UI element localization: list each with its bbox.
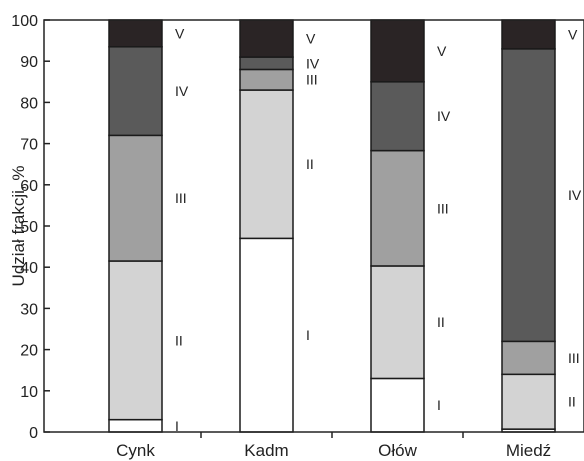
y-tick-label: 40	[20, 260, 38, 277]
bar-segment-i	[239, 237, 294, 433]
bar-segment-iii	[108, 134, 163, 262]
bar-segment-v	[501, 19, 556, 50]
segment-label: IV	[437, 108, 451, 124]
y-axis-title: Udział frakcji, %	[9, 166, 28, 287]
category-label: Ołów	[378, 441, 417, 460]
segment-label: III	[175, 190, 187, 206]
bar-segment-iv	[239, 56, 294, 71]
segment-label: IV	[306, 55, 320, 71]
bar-segment-ii	[108, 260, 163, 421]
category-label: Kadm	[244, 441, 288, 460]
segment-label: III	[437, 200, 449, 216]
bar-segment-ii	[370, 265, 425, 380]
y-tick-label: 100	[11, 13, 38, 30]
bar-segment-i	[370, 377, 425, 433]
segment-label: V	[568, 26, 578, 42]
segment-label: II	[306, 156, 314, 172]
bar-segment-v	[370, 19, 425, 83]
bar-segment-iii	[370, 149, 425, 267]
y-tick-label: 20	[20, 343, 38, 360]
bar-segment-ii	[239, 89, 294, 240]
y-tick-label: 50	[20, 219, 38, 236]
segment-label: V	[306, 31, 316, 47]
bar-segment-iii	[239, 68, 294, 91]
segment-label: V	[175, 25, 185, 41]
segment-label: V	[437, 43, 447, 59]
bar-segment-iii	[501, 340, 556, 376]
segment-label: IV	[175, 83, 189, 99]
segment-label: II	[175, 332, 183, 348]
y-tick-label: 70	[20, 137, 38, 154]
segment-label: IV	[568, 187, 582, 203]
y-tick-label: 10	[20, 384, 38, 401]
category-label: Cynk	[116, 441, 155, 460]
bar-segment-i	[108, 418, 163, 433]
bar-segment-iv	[370, 81, 425, 152]
plot-frame	[43, 19, 584, 433]
segment-label: I	[175, 418, 179, 434]
segment-label: I	[306, 327, 310, 343]
bar-segment-iv	[501, 48, 556, 343]
y-tick-label: 90	[20, 54, 38, 71]
category-label: Miedź	[506, 441, 551, 460]
y-tick-label: 0	[29, 425, 38, 442]
bar-segment-v	[108, 19, 163, 48]
bar-segment-v	[239, 19, 294, 58]
segment-label: I	[437, 397, 441, 413]
y-tick-label: 80	[20, 95, 38, 112]
y-tick-label: 60	[20, 178, 38, 195]
bar-segment-iv	[108, 46, 163, 137]
bar-segment-ii	[501, 373, 556, 430]
segment-label: III	[568, 350, 580, 366]
segment-label: II	[568, 394, 576, 410]
segment-label: III	[306, 72, 318, 88]
segment-label: II	[437, 314, 445, 330]
y-tick-label: 30	[20, 301, 38, 318]
